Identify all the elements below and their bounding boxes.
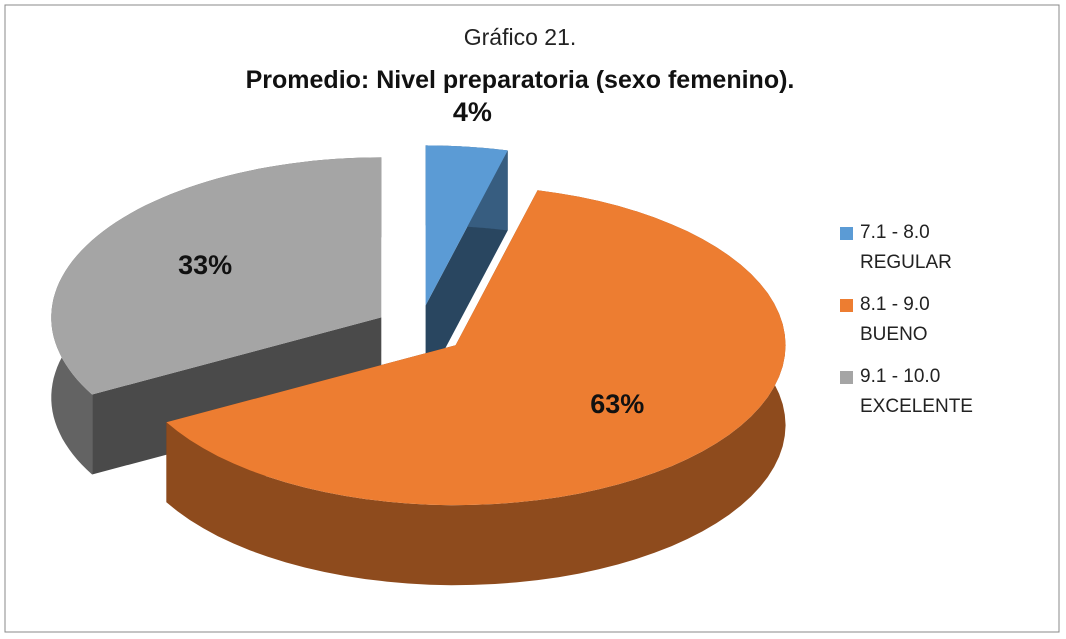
legend-swatch xyxy=(840,227,853,240)
slice xyxy=(425,145,508,306)
legend: 7.1 - 8.0 REGULAR 8.1 - 9.0 BUENO 9.1 - 10… xyxy=(840,218,1000,434)
legend-swatch xyxy=(840,371,853,384)
legend-label: 8.1 - 9.0 BUENO xyxy=(860,294,930,345)
data-label: 33% xyxy=(178,250,232,280)
pie: 4% 63% 33% xyxy=(51,97,786,586)
legend-swatch xyxy=(840,299,853,312)
data-label: 63% xyxy=(590,389,644,419)
chart-title: Gráfico 21. xyxy=(464,24,577,50)
legend-label: 9.1 - 10.0 EXCELENTE xyxy=(860,366,973,417)
legend-label: 7.1 - 8.0 REGULAR xyxy=(860,222,952,273)
slice-side xyxy=(92,317,382,475)
slice xyxy=(166,190,786,506)
slice xyxy=(51,157,382,395)
legend-item: 8.1 - 9.0 BUENO xyxy=(840,290,1000,350)
legend-item: 7.1 - 8.0 REGULAR xyxy=(840,218,1000,278)
chart-subtitle: Promedio: Nivel preparatoria (sexo femen… xyxy=(246,66,795,94)
legend-item: 9.1 - 10.0 EXCELENTE xyxy=(840,362,1000,422)
data-label: 4% xyxy=(453,97,492,127)
